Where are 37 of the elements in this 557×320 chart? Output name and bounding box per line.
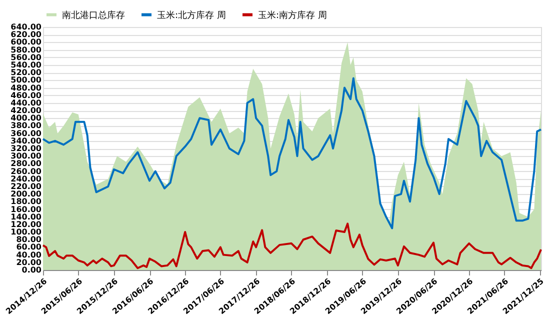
y-tick-label: 500.00 <box>10 76 42 85</box>
y-tick-label: 520.00 <box>10 68 42 78</box>
y-tick-label: 280.00 <box>10 159 42 168</box>
y-tick-label: 420.00 <box>10 106 42 116</box>
y-tick-label: 0.00 <box>22 266 42 274</box>
y-tick-label: 160.00 <box>10 204 42 214</box>
y-tick-label: 400.00 <box>10 114 42 123</box>
y-tick-label: 140.00 <box>10 212 42 222</box>
y-tick-label: 560.00 <box>10 52 42 62</box>
y-tick-label: 320.00 <box>10 144 42 153</box>
line-series <box>42 77 542 230</box>
y-tick-label: 640.00 <box>10 22 42 32</box>
y-tick-label: 460.00 <box>10 90 42 100</box>
y-tick-label: 380.00 <box>10 121 42 130</box>
y-tick-label: 80.00 <box>16 235 42 244</box>
y-tick-label: 360.00 <box>10 128 42 138</box>
legend-label: 玉米:南方库存 周 <box>258 10 327 21</box>
y-tick-label: 240.00 <box>10 174 42 184</box>
y-tick-label: 580.00 <box>10 45 42 54</box>
y-tick-label: 20.00 <box>16 258 42 267</box>
y-tick-label: 260.00 <box>10 166 42 176</box>
y-tick-label: 480.00 <box>10 83 42 92</box>
y-tick-label: 60.00 <box>16 242 42 252</box>
y-tick-label: 540.00 <box>10 60 42 70</box>
y-tick-label: 200.00 <box>10 190 42 199</box>
y-tick-label: 100.00 <box>10 228 42 237</box>
y-tick-label: 40.00 <box>16 250 42 260</box>
y-tick-label: 620.00 <box>10 30 42 40</box>
y-tick-label: 600.00 <box>10 38 42 47</box>
legend-label: 玉米:北方库存 周 <box>157 10 226 21</box>
legend-label: 南北港口总库存 <box>62 10 125 21</box>
y-tick-label: 180.00 <box>10 197 42 206</box>
y-tick-label: 120.00 <box>10 220 42 229</box>
y-tick-label: 300.00 <box>10 152 42 161</box>
y-tick-label: 220.00 <box>10 182 42 191</box>
y-tick-label: 340.00 <box>10 136 42 146</box>
y-tick-label: 440.00 <box>10 98 42 108</box>
